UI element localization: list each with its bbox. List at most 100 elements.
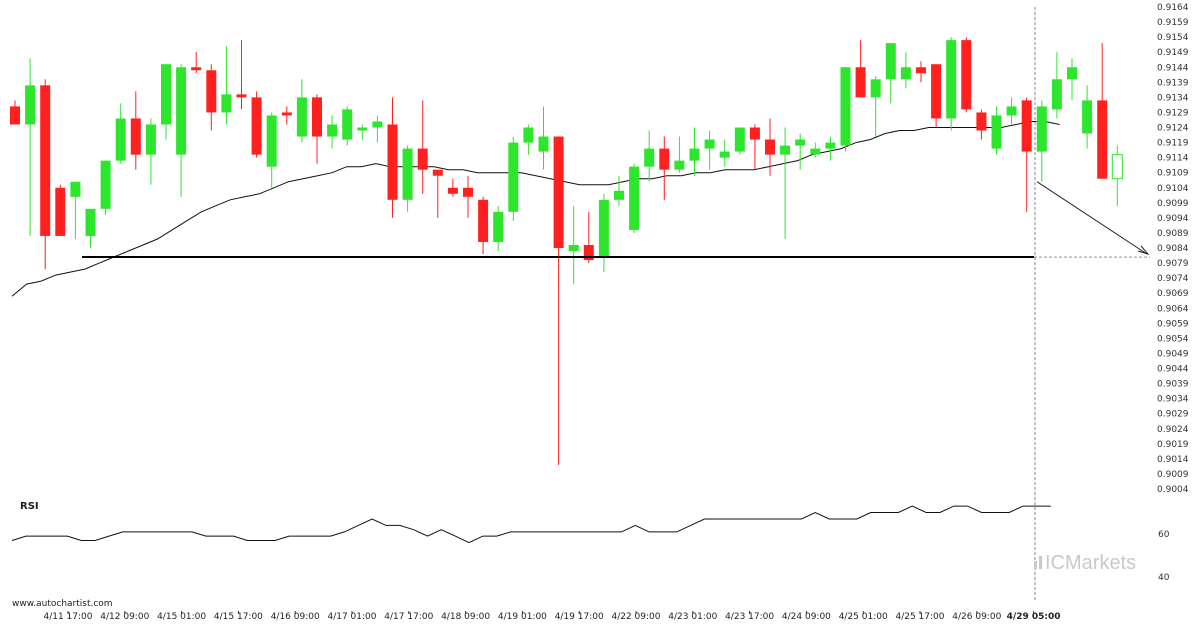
candle-body-up (946, 40, 957, 119)
time-tick-label: 4/23 17:00 (725, 612, 774, 622)
price-tick-label: 0.9159 (1157, 18, 1189, 28)
time-tick-label: 4/15 01:00 (157, 612, 206, 622)
candle-body-down (251, 97, 262, 155)
time-tick-label: 4/16 09:00 (271, 612, 320, 622)
price-tick-label: 0.9074 (1157, 274, 1189, 284)
price-tick-label: 0.9114 (1157, 154, 1189, 164)
candle-body-down (130, 118, 141, 155)
price-tick-label: 0.9139 (1157, 78, 1189, 88)
time-tick-label: 4/23 01:00 (668, 612, 717, 622)
rsi-label: RSI (20, 501, 39, 512)
candle-body-down (447, 187, 458, 194)
price-axis-ticks: 0.9164 0.9159 0.9154 0.9149 0.9144 0.9139 0.91… (1157, 3, 1189, 495)
candle-body-up (1036, 106, 1047, 152)
time-tick-label: 4/26 09:00 (952, 612, 1001, 622)
candle-body-up (327, 124, 338, 137)
time-tick-label: 4/18 09:00 (441, 612, 490, 622)
price-tick-label: 0.9164 (1157, 3, 1189, 13)
candle-body-up (719, 151, 730, 158)
candle-body-down (281, 112, 292, 116)
candle-body-up (780, 145, 791, 155)
candle-body-up (674, 160, 685, 170)
candle-body-down (961, 40, 972, 110)
candle-body-down (417, 148, 428, 170)
price-tick-label: 0.9154 (1157, 33, 1189, 43)
price-tick-label: 0.9149 (1157, 48, 1189, 58)
time-tick-label: 4/25 01:00 (839, 612, 888, 622)
time-axis-ticks: 4/11 17:00 4/12 09:00 4/15 01:00 4/15 17:00… (43, 611, 1061, 622)
candle-body-up (115, 118, 126, 161)
candle-body-down (976, 112, 987, 131)
price-tick-label: 0.9104 (1157, 184, 1189, 194)
candle-body-up (991, 115, 1002, 149)
price-tick-label: 0.9014 (1157, 455, 1189, 465)
candle-body-up (795, 139, 806, 146)
price-tick-label: 0.9129 (1157, 108, 1189, 118)
candle-body-up (810, 148, 821, 155)
candle-body-down (916, 67, 926, 74)
candles-group (10, 37, 1123, 465)
level-lines (82, 7, 1150, 600)
price-tick-label: 0.9079 (1157, 259, 1189, 269)
candle-body-up (1006, 106, 1017, 116)
candle-body-up (598, 199, 609, 258)
candle-body-up (402, 148, 413, 200)
price-tick-label: 0.9039 (1157, 380, 1189, 390)
candle-body-down (463, 187, 473, 197)
price-tick-label: 0.9144 (1157, 63, 1189, 73)
candle-body-down (749, 127, 760, 140)
price-tick-label: 0.9049 (1157, 349, 1189, 359)
candle-body-up (523, 127, 534, 143)
candle-body-up (885, 43, 896, 80)
forecast-arrow-line (1036, 181, 1148, 255)
time-tick-label: 4/19 01:00 (498, 612, 547, 622)
candle-body-down (659, 148, 670, 170)
time-tick-label: 4/29 05:00 (1007, 612, 1061, 622)
candle-body-down (55, 187, 66, 236)
time-tick-label: 4/25 17:00 (895, 612, 944, 622)
candle-body-up (840, 67, 851, 146)
candle-body-down (855, 67, 866, 98)
candle-body-down (10, 106, 20, 125)
price-tick-label: 0.9069 (1157, 289, 1189, 299)
moving-average-line (11, 121, 1060, 297)
candle-body-down (583, 244, 594, 261)
candle-body-up (568, 244, 579, 252)
candle-body-down (553, 136, 564, 248)
price-tick-label: 0.9109 (1157, 169, 1189, 179)
candle-body-up (176, 67, 187, 155)
price-tick-label: 0.9089 (1157, 229, 1189, 239)
rsi-panel: 60 40 (11, 505, 1170, 583)
forecast-arrow-head (1137, 245, 1150, 255)
candle-body-up (629, 166, 640, 230)
price-tick-label: 0.9029 (1157, 410, 1189, 420)
candle-body-down (191, 67, 202, 71)
candle-body-up (508, 142, 519, 212)
time-tick-label: 4/22 09:00 (611, 612, 660, 622)
candle-body-up (644, 148, 655, 167)
candle-body-up (296, 97, 307, 137)
candle-body-up (1051, 79, 1062, 110)
price-tick-label: 0.9009 (1157, 470, 1189, 480)
moving-average (11, 121, 1060, 297)
candle-body-up (342, 109, 353, 140)
brand-text: ICMarkets (1045, 552, 1136, 574)
price-tick-label: 0.9099 (1157, 199, 1189, 209)
candle-body-up (900, 67, 911, 80)
candle-body-up (689, 148, 700, 161)
candle-body-up (538, 136, 549, 152)
candle-body-down (478, 199, 489, 242)
price-tick-label: 0.9084 (1157, 244, 1189, 254)
candle-body-down (312, 97, 322, 137)
price-tick-label: 0.9124 (1157, 124, 1189, 134)
time-tick-label: 4/17 17:00 (384, 612, 433, 622)
candle-body-down (1097, 100, 1108, 179)
brand-bar-icon (1039, 556, 1042, 569)
rsi-tick-label: 60 (1158, 530, 1170, 540)
candle-body-up (161, 64, 171, 125)
rsi-tick-label: 40 (1158, 573, 1170, 583)
time-tick-label: 4/17 01:00 (327, 612, 376, 622)
candle-body-up (70, 181, 81, 197)
price-tick-label: 0.9019 (1157, 440, 1189, 450)
